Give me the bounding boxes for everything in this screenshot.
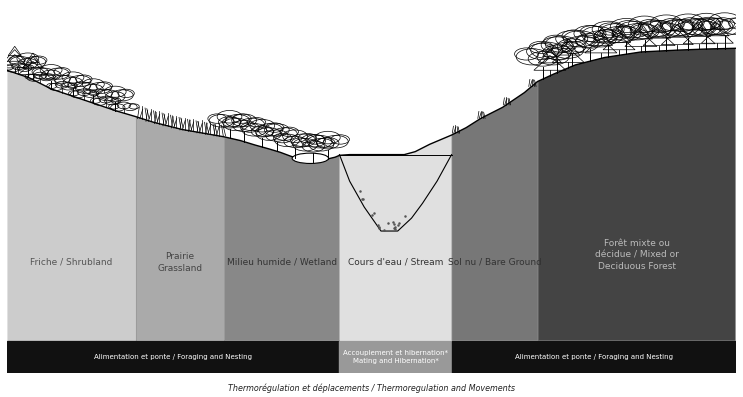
- Text: Sol nu / Bare Ground: Sol nu / Bare Ground: [447, 258, 542, 267]
- Text: Accouplement et hibernation*
Mating and Hibernation*: Accouplement et hibernation* Mating and …: [343, 350, 448, 364]
- Polygon shape: [340, 135, 452, 341]
- Text: Friche / Shrubland: Friche / Shrubland: [30, 258, 113, 267]
- Text: Milieu humide / Wetland: Milieu humide / Wetland: [227, 258, 337, 267]
- Polygon shape: [340, 154, 452, 231]
- Polygon shape: [135, 117, 224, 341]
- Polygon shape: [7, 70, 135, 341]
- Polygon shape: [452, 81, 537, 341]
- Text: Prairie
Grassland: Prairie Grassland: [158, 252, 203, 273]
- Bar: [340, 341, 452, 373]
- Text: Thermorégulation et déplacements / Thermoregulation and Movements: Thermorégulation et déplacements / Therm…: [228, 383, 515, 393]
- Text: Cours d'eau / Stream: Cours d'eau / Stream: [348, 258, 444, 267]
- Text: Alimentation et ponte / Foraging and Nesting: Alimentation et ponte / Foraging and Nes…: [94, 354, 253, 360]
- Polygon shape: [537, 48, 736, 341]
- Text: Alimentation et ponte / Foraging and Nesting: Alimentation et ponte / Foraging and Nes…: [515, 354, 672, 360]
- Text: Forêt mixte ou
décidue / Mixed or
Deciduous Forest: Forêt mixte ou décidue / Mixed or Decidu…: [594, 239, 678, 271]
- Bar: [452, 341, 736, 373]
- Bar: [7, 341, 340, 373]
- Ellipse shape: [292, 153, 328, 164]
- Polygon shape: [224, 137, 340, 341]
